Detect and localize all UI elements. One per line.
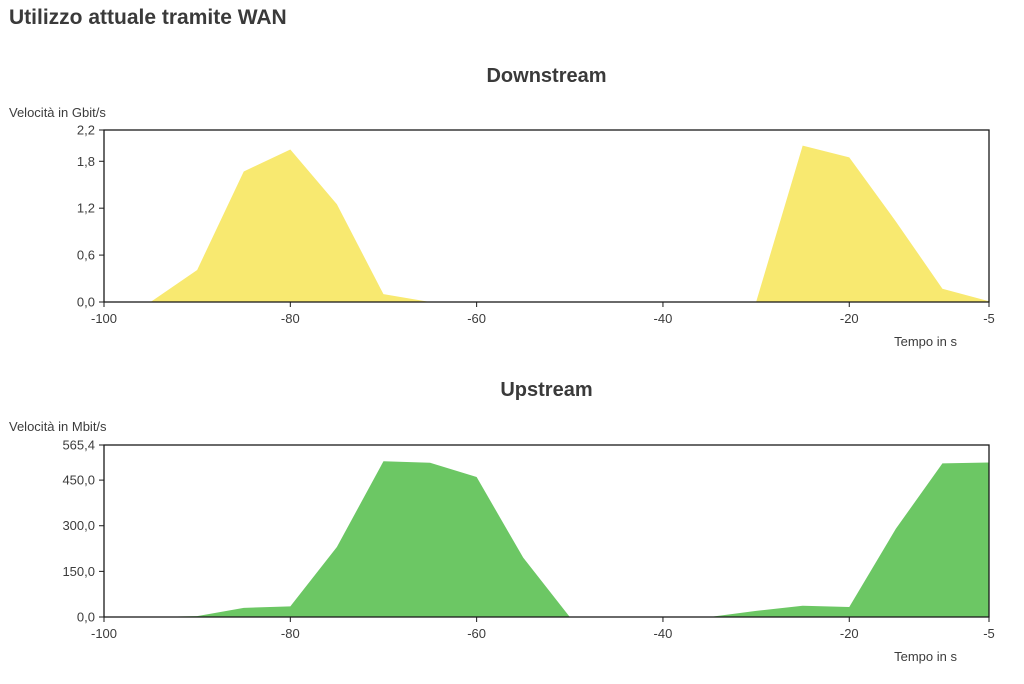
downstream-x-tick-label: -20	[840, 311, 859, 326]
upstream-y-tick-label: 565,4	[62, 438, 95, 453]
upstream-area-series	[150, 461, 989, 617]
upstream-chart: Upstream Velocità in Mbit/s 0,0 150,0 300,0 4…	[9, 379, 995, 664]
upstream-x-tick-label: -60	[467, 626, 486, 641]
page-title: Utilizzo attuale tramite WAN	[9, 6, 287, 29]
upstream-plot-frame	[103, 444, 990, 618]
downstream-y-tick-label: 2,2	[77, 123, 95, 138]
upstream-y-tick-label: 0,0	[77, 610, 95, 625]
downstream-area-series	[150, 145, 989, 302]
downstream-y-tick-label: 1,8	[77, 154, 95, 169]
upstream-y-tick-label: 300,0	[62, 518, 95, 533]
upstream-y-tick-label: 450,0	[62, 473, 95, 488]
downstream-x-tick-label: -100	[91, 311, 117, 326]
downstream-x-tick-label: -5	[983, 311, 995, 326]
downstream-y-tick-label: 1,2	[77, 201, 95, 216]
downstream-plot-frame	[103, 129, 990, 303]
downstream-y-tick-label: 0,0	[77, 295, 95, 310]
upstream-x-tick-label: -40	[654, 626, 673, 641]
upstream-y-axis-label: Velocità in Mbit/s	[9, 419, 107, 434]
upstream-title: Upstream	[500, 379, 592, 401]
downstream-x-tick-label: -80	[281, 311, 300, 326]
downstream-x-axis-label: Tempo in s	[894, 334, 957, 349]
downstream-x-tick-label: -40	[654, 311, 673, 326]
downstream-y-tick-label: 0,6	[77, 248, 95, 263]
downstream-title: Downstream	[486, 65, 606, 87]
upstream-x-tick-label: -20	[840, 626, 859, 641]
downstream-y-axis-label: Velocità in Gbit/s	[9, 105, 106, 120]
upstream-x-axis-label: Tempo in s	[894, 649, 957, 664]
downstream-chart: Downstream Velocità in Gbit/s 0,0 0,6 1,2 1,8…	[9, 65, 995, 349]
upstream-x-tick-label: -5	[983, 626, 995, 641]
upstream-x-tick-label: -100	[91, 626, 117, 641]
upstream-x-tick-label: -80	[281, 626, 300, 641]
upstream-y-tick-label: 150,0	[62, 564, 95, 579]
downstream-x-tick-label: -60	[467, 311, 486, 326]
